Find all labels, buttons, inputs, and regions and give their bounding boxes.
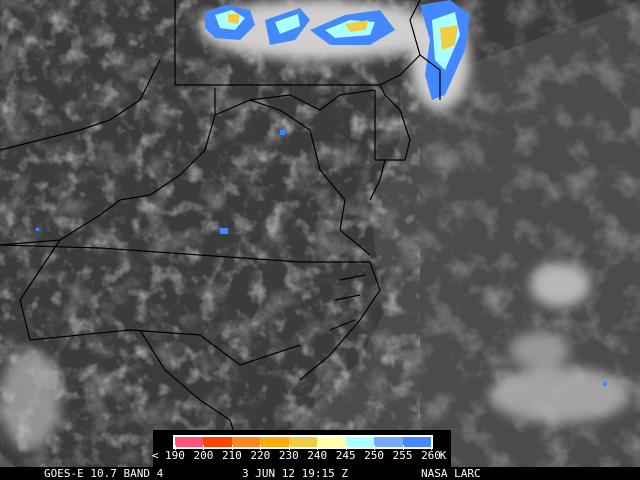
legend-tick [317, 445, 319, 450]
legend-swatch [231, 437, 261, 447]
legend-tick [431, 445, 432, 450]
legend-swatch [402, 437, 431, 447]
temperature-legend: < 190 200 210 220 230 240 245 250 255 260 K [151, 430, 451, 467]
legend-tick [374, 445, 376, 450]
legend-swatch [175, 437, 204, 447]
legend-swatch [288, 437, 318, 447]
legend-tick [260, 445, 262, 450]
image-caption-bar: GOES-E 10.7 BAND 4 3 JUN 12 19:15 Z NASA… [0, 467, 640, 480]
legend-swatch [317, 437, 346, 447]
legend-label: 210 [221, 449, 242, 462]
legend-label: K [439, 449, 447, 462]
timestamp-label: 3 JUN 12 19:15 Z [242, 467, 348, 480]
legend-tick [231, 445, 233, 450]
legend-tick [288, 445, 290, 450]
legend-label: 200 [193, 449, 214, 462]
legend-swatch [345, 437, 375, 447]
legend-tick [345, 445, 347, 450]
legend-label: 250 [364, 449, 385, 462]
legend-label: 245 [335, 449, 356, 462]
legend-tick [175, 445, 176, 450]
legend-swatch [260, 437, 289, 447]
state-borders [0, 0, 441, 467]
legend-tick [402, 445, 404, 450]
legend-tick [203, 445, 205, 450]
satellite-band-label: GOES-E 10.7 BAND 4 [44, 467, 164, 480]
legend-label: 255 [392, 449, 413, 462]
legend-swatch [203, 437, 232, 447]
legend-label: 260 [421, 449, 441, 462]
legend-color-bar [173, 435, 433, 449]
legend-label: 230 [278, 449, 299, 462]
legend-label: 220 [250, 449, 271, 462]
legend-label: 240 [307, 449, 328, 462]
ir-satellite-map [0, 0, 640, 467]
legend-swatch [374, 437, 403, 447]
legend-label: < 190 [151, 449, 185, 462]
cold-cloud-tops [36, 0, 607, 386]
credit-label: NASA LARC [421, 467, 481, 480]
